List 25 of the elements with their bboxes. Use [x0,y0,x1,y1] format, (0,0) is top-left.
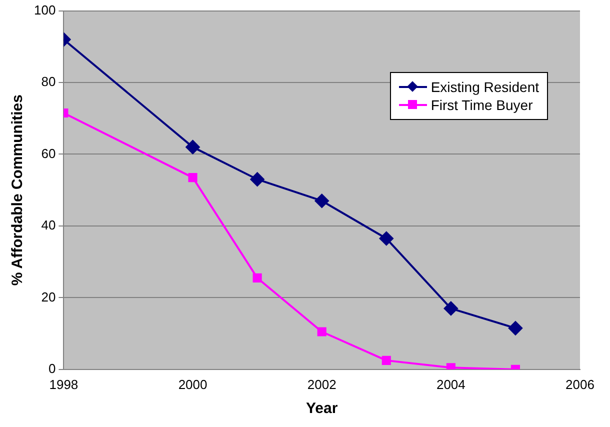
point [508,321,522,336]
x-axis-title: Year [306,400,338,418]
point [379,232,394,246]
x-tick-label: 2006 [566,376,594,392]
point [186,140,200,154]
point [250,172,264,186]
point [314,194,329,208]
x-tick-label: 1998 [49,376,78,392]
y-tick-label: 20 [41,289,56,304]
x-tick-label: 2004 [436,376,466,392]
y-tick-label: 40 [41,218,56,233]
y-axis-title: % Affordable Communities [9,94,26,286]
point [188,173,198,182]
y-tick-label: 60 [41,146,56,161]
point [317,327,326,336]
point [382,356,391,365]
x-tick-label: 2002 [307,376,336,392]
legend-label: First Time Buyer [430,97,533,113]
x-tick-label: 2000 [178,376,208,392]
y-tick-label: 0 [48,360,56,376]
y-tick-label: 100 [34,2,56,18]
legend-label: Existing Resident [430,79,539,95]
point [444,301,458,316]
point [252,273,262,282]
y-tick-label: 80 [41,74,56,90]
